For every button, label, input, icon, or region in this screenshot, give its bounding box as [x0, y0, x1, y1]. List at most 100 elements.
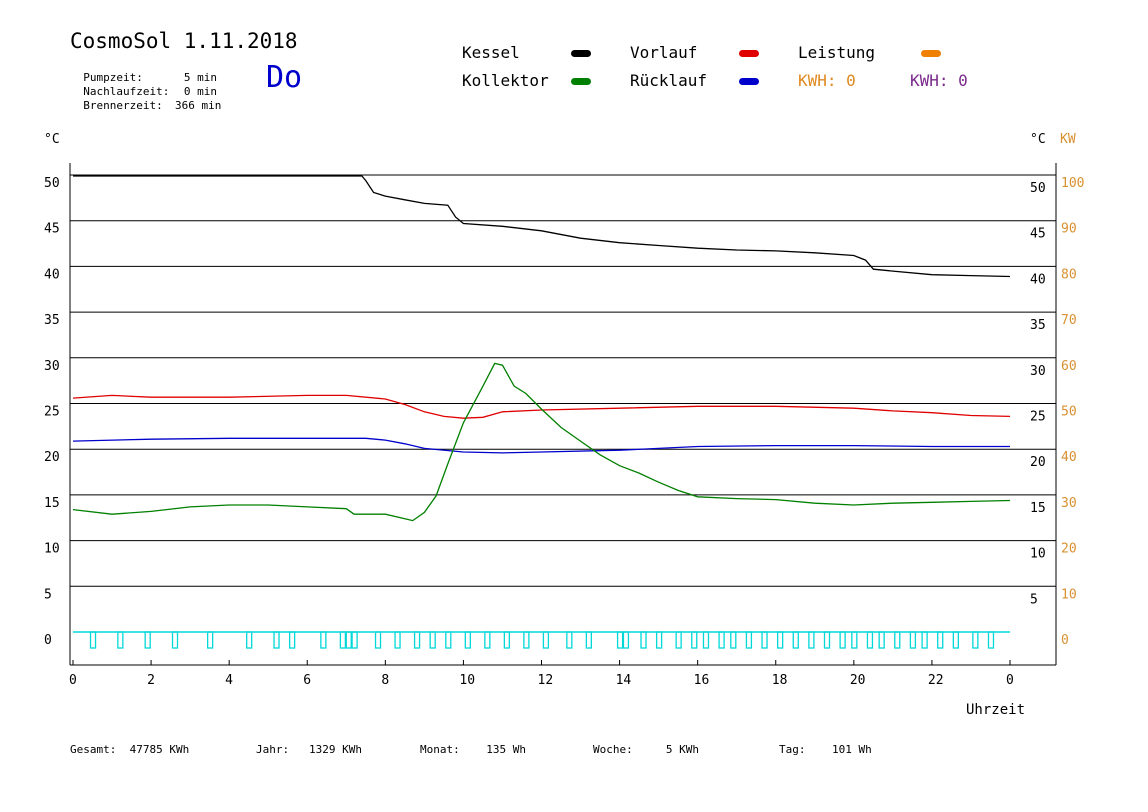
pump-marker	[484, 631, 491, 649]
legend-kessel-swatch	[571, 50, 591, 57]
x-tick-label: 0	[69, 673, 77, 688]
pump-marker	[445, 631, 452, 649]
footer-gesamt: Gesamt: 47785 KWh	[70, 743, 189, 756]
pump-marker	[777, 631, 784, 649]
y-tick-label-right: 30	[1030, 364, 1046, 379]
x-tick-label: 18	[772, 673, 788, 688]
pump-marker	[394, 631, 401, 649]
stat-value: 0 min	[183, 85, 217, 98]
pump-marker	[937, 631, 944, 649]
y-tick-label-right: 35	[1030, 318, 1046, 333]
y-axis-unit-kw: KW	[1060, 132, 1076, 147]
x-tick-label: 0	[1006, 673, 1014, 688]
pump-marker	[374, 631, 382, 649]
y-tick-label: 20	[44, 450, 60, 465]
y-tick-label: 45	[44, 222, 60, 237]
pump-marker	[622, 631, 630, 649]
stat-value: 5 min	[183, 71, 217, 84]
y-tick-label: 35	[44, 313, 60, 328]
pump-marker	[761, 631, 768, 649]
pump-marker	[972, 631, 979, 649]
x-tick-label: 8	[381, 673, 389, 688]
pump-marker	[718, 631, 725, 649]
pump-marker	[702, 631, 710, 649]
y-tick-label: 0	[44, 633, 52, 648]
grid-lines	[70, 174, 1056, 587]
pump-marker	[921, 631, 928, 649]
pump-marker	[952, 631, 959, 649]
y-tick-label: 25	[44, 405, 60, 420]
y-tick-label-right: 45	[1030, 227, 1046, 242]
footer-label: Jahr:	[256, 743, 290, 756]
y-tick-label: 30	[44, 359, 60, 374]
pump-marker	[987, 631, 995, 649]
legend-ruecklauf-label: Rücklauf	[630, 71, 708, 90]
y-tick-label-right: 20	[1030, 455, 1046, 470]
kw-tick-label: 10	[1061, 587, 1077, 602]
footer-woche: Woche: 5 KWh	[593, 743, 699, 756]
footer-value: 1329 KWh	[309, 743, 362, 756]
pump-marker	[351, 631, 358, 649]
pump-marker	[429, 631, 436, 649]
pump-marker	[909, 631, 917, 649]
kw-tick-label: 90	[1061, 222, 1077, 237]
y-axis-unit-right: °C	[1030, 132, 1046, 147]
x-tick-label: 12	[538, 673, 554, 688]
stat-nachlaufzeit: Nachlaufzeit: 0 min	[70, 72, 217, 98]
pump-marker	[878, 631, 885, 649]
pump-marker	[566, 631, 573, 649]
y-tick-label-right: 25	[1030, 410, 1046, 425]
kw-tick-label: 40	[1061, 450, 1077, 465]
footer-label: Monat:	[420, 743, 460, 756]
stat-label: Pumpzeit:	[83, 71, 143, 84]
x-tick-label: 20	[850, 673, 866, 688]
series-line-kollektor	[72, 362, 1011, 522]
x-tick-label: 6	[303, 673, 311, 688]
series-lines	[72, 175, 1011, 522]
y-tick-label-right: 15	[1030, 501, 1046, 516]
kw-tick-label: 100	[1061, 176, 1084, 191]
pump-marker	[320, 631, 327, 649]
pump-marker	[675, 631, 682, 649]
x-tick-label: 10	[459, 673, 475, 688]
x-tick-label: 22	[928, 673, 944, 688]
legend-kollektor-swatch	[571, 78, 591, 85]
y-tick-label-right: 50	[1030, 181, 1046, 196]
stat-pumpzeit: Pumpzeit: 5 min	[70, 58, 217, 84]
kw-tick-label: 50	[1061, 405, 1077, 420]
y-tick-label: 50	[44, 176, 60, 191]
pump-markers	[73, 631, 1010, 649]
x-tick-label: 2	[147, 673, 155, 688]
footer-value: 101 Wh	[832, 743, 872, 756]
legend-vorlauf-swatch	[739, 50, 759, 57]
x-axis-label: Uhrzeit	[966, 702, 1025, 718]
y-tick-label: 15	[44, 496, 60, 511]
series-line-vorlauf	[72, 394, 1011, 419]
footer-label: Gesamt:	[70, 743, 117, 756]
pump-marker	[288, 631, 296, 649]
weekday-label: Do	[266, 60, 303, 95]
pump-marker	[851, 631, 858, 649]
series-line-kessel	[73, 175, 1011, 278]
pump-marker	[503, 631, 511, 649]
footer-value: 135 Wh	[486, 743, 526, 756]
pump-marker	[823, 631, 831, 649]
legend-leistung-swatch	[921, 50, 941, 57]
stat-label: Nachlaufzeit:	[83, 85, 170, 98]
x-tick-label: 4	[225, 673, 233, 688]
pump-marker	[246, 631, 253, 649]
y-tick-label: 5	[44, 587, 52, 602]
footer-value: 47785 KWh	[129, 743, 190, 756]
footer-label: Tag:	[779, 743, 806, 756]
pump-marker	[585, 631, 592, 649]
pump-marker	[691, 631, 698, 649]
pump-marker	[464, 631, 471, 649]
pump-marker	[808, 631, 815, 649]
x-tick-label: 14	[616, 673, 632, 688]
x-tick-label: 16	[694, 673, 710, 688]
pump-marker	[745, 631, 753, 649]
pump-marker	[339, 631, 347, 649]
stat-label: Brennerzeit:	[83, 99, 163, 112]
